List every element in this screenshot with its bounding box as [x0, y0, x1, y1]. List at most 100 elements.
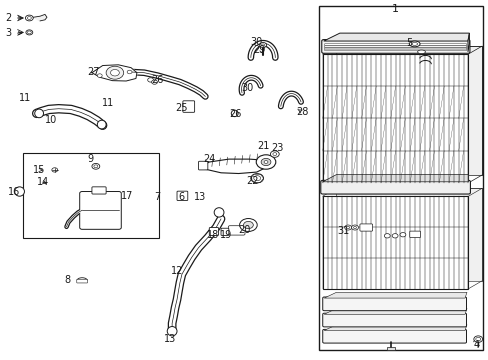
FancyBboxPatch shape: [324, 49, 466, 51]
Text: 15: 15: [33, 165, 45, 175]
Circle shape: [270, 151, 279, 157]
Bar: [322, 54, 468, 183]
Text: 8: 8: [64, 275, 70, 285]
Circle shape: [97, 74, 102, 77]
Bar: [23, 153, 159, 238]
Text: 29: 29: [252, 45, 265, 55]
Circle shape: [391, 234, 397, 238]
Text: 23: 23: [271, 143, 284, 153]
Ellipse shape: [35, 109, 43, 118]
Text: 9: 9: [87, 154, 93, 164]
Polygon shape: [201, 159, 267, 174]
FancyBboxPatch shape: [221, 228, 228, 235]
Polygon shape: [92, 65, 137, 81]
Text: 11: 11: [102, 98, 115, 108]
Text: 19: 19: [219, 230, 232, 240]
Bar: [336, 188, 481, 281]
Ellipse shape: [417, 50, 425, 54]
Ellipse shape: [97, 120, 106, 129]
Circle shape: [25, 15, 33, 21]
Text: 4: 4: [473, 340, 479, 350]
Circle shape: [351, 225, 358, 230]
Text: 18: 18: [206, 230, 219, 240]
FancyBboxPatch shape: [322, 329, 466, 343]
FancyBboxPatch shape: [322, 313, 466, 327]
Polygon shape: [33, 14, 47, 21]
Text: 13: 13: [194, 192, 206, 202]
Circle shape: [52, 168, 58, 172]
Circle shape: [259, 42, 266, 48]
FancyBboxPatch shape: [324, 44, 466, 45]
Circle shape: [261, 158, 270, 166]
FancyBboxPatch shape: [324, 47, 466, 49]
Ellipse shape: [408, 41, 419, 47]
Text: 17: 17: [121, 191, 133, 201]
Circle shape: [264, 161, 267, 163]
FancyBboxPatch shape: [198, 161, 207, 170]
Circle shape: [239, 219, 257, 231]
Circle shape: [106, 66, 123, 79]
Ellipse shape: [231, 110, 238, 117]
Circle shape: [346, 226, 349, 229]
Text: 3: 3: [6, 28, 12, 38]
Ellipse shape: [411, 42, 417, 45]
Text: 20: 20: [238, 225, 250, 235]
Circle shape: [92, 163, 100, 169]
Circle shape: [94, 165, 98, 168]
Ellipse shape: [167, 327, 177, 336]
FancyBboxPatch shape: [77, 279, 87, 283]
Circle shape: [384, 234, 389, 238]
FancyBboxPatch shape: [409, 231, 420, 238]
FancyBboxPatch shape: [183, 101, 194, 112]
Circle shape: [250, 174, 263, 183]
Text: 26: 26: [229, 109, 242, 120]
Text: 13: 13: [163, 334, 176, 344]
Circle shape: [127, 70, 132, 74]
Circle shape: [253, 176, 260, 181]
Text: 2: 2: [6, 13, 12, 23]
Circle shape: [261, 44, 264, 46]
Circle shape: [243, 221, 253, 229]
FancyBboxPatch shape: [209, 228, 218, 235]
Circle shape: [151, 80, 157, 84]
Text: 24: 24: [203, 154, 215, 164]
Bar: [322, 196, 468, 289]
Ellipse shape: [15, 187, 24, 196]
Text: 28: 28: [295, 107, 308, 117]
Polygon shape: [324, 325, 466, 330]
FancyBboxPatch shape: [228, 226, 244, 235]
Text: 30: 30: [241, 83, 253, 93]
Text: 12: 12: [170, 266, 183, 276]
Polygon shape: [467, 33, 468, 52]
Text: 30: 30: [250, 37, 263, 48]
Circle shape: [272, 153, 276, 156]
Text: 6: 6: [179, 192, 184, 202]
FancyBboxPatch shape: [322, 297, 466, 311]
Bar: [386, 347, 394, 350]
Bar: [336, 46, 481, 175]
Circle shape: [353, 226, 356, 229]
Polygon shape: [324, 292, 466, 298]
Polygon shape: [324, 309, 466, 314]
Text: 27: 27: [87, 67, 100, 77]
Text: 7: 7: [154, 192, 160, 202]
FancyBboxPatch shape: [320, 180, 469, 194]
Circle shape: [399, 233, 405, 237]
Text: 31: 31: [336, 226, 349, 236]
Text: 1: 1: [391, 4, 398, 14]
Text: 21: 21: [256, 141, 269, 151]
Text: 25: 25: [175, 103, 188, 113]
Circle shape: [256, 155, 275, 169]
Circle shape: [27, 31, 31, 34]
Circle shape: [147, 78, 153, 82]
Ellipse shape: [214, 208, 224, 217]
Circle shape: [26, 30, 33, 35]
FancyBboxPatch shape: [177, 191, 187, 201]
Bar: [318, 6, 482, 350]
Circle shape: [110, 69, 119, 76]
Circle shape: [473, 336, 482, 342]
Text: 5: 5: [406, 38, 412, 48]
FancyBboxPatch shape: [324, 45, 466, 47]
Text: 26: 26: [151, 75, 163, 85]
Polygon shape: [322, 175, 468, 182]
